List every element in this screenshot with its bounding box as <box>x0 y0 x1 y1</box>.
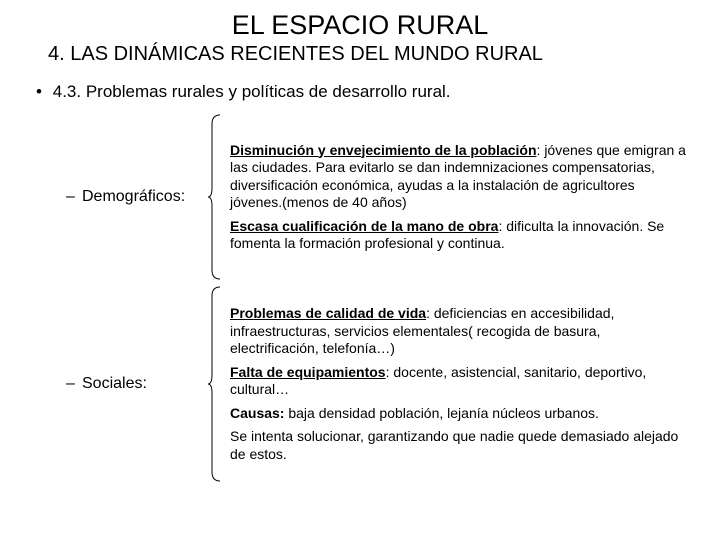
brace-icon <box>208 286 222 482</box>
bullet-icon: • <box>30 82 48 102</box>
paragraph: Falta de equipamientos: docente, asisten… <box>230 364 690 399</box>
section-heading: • 4.3. Problemas rurales y políticas de … <box>30 82 690 102</box>
paragraph: Disminución y envejecimiento de la pobla… <box>230 142 690 212</box>
slide: EL ESPACIO RURAL 4. LAS DINÁMICAS RECIEN… <box>0 0 720 492</box>
group-row: –Demográficos: Disminución y envejecimien… <box>30 114 690 280</box>
paragraph: Problemas de calidad de vida: deficienci… <box>230 305 690 358</box>
group-text: Problemas de calidad de vida: deficienci… <box>222 299 690 469</box>
section-text: 4.3. Problemas rurales y políticas de de… <box>53 82 451 101</box>
group-label: –Sociales: <box>30 375 208 393</box>
paragraph: Causas: baja densidad población, lejanía… <box>230 405 690 423</box>
group-row: –Sociales: Problemas de calidad de vida: … <box>30 286 690 482</box>
brace-icon <box>208 114 222 280</box>
slide-title: EL ESPACIO RURAL <box>30 10 690 41</box>
paragraph: Se intenta solucionar, garantizando que … <box>230 428 690 463</box>
paragraph: Escasa cualificación de la mano de obra:… <box>230 218 690 253</box>
content-groups: –Demográficos: Disminución y envejecimien… <box>30 114 690 482</box>
group-label: –Demográficos: <box>30 188 208 206</box>
slide-subtitle: 4. LAS DINÁMICAS RECIENTES DEL MUNDO RUR… <box>48 43 690 66</box>
group-text: Disminución y envejecimiento de la pobla… <box>222 136 690 259</box>
